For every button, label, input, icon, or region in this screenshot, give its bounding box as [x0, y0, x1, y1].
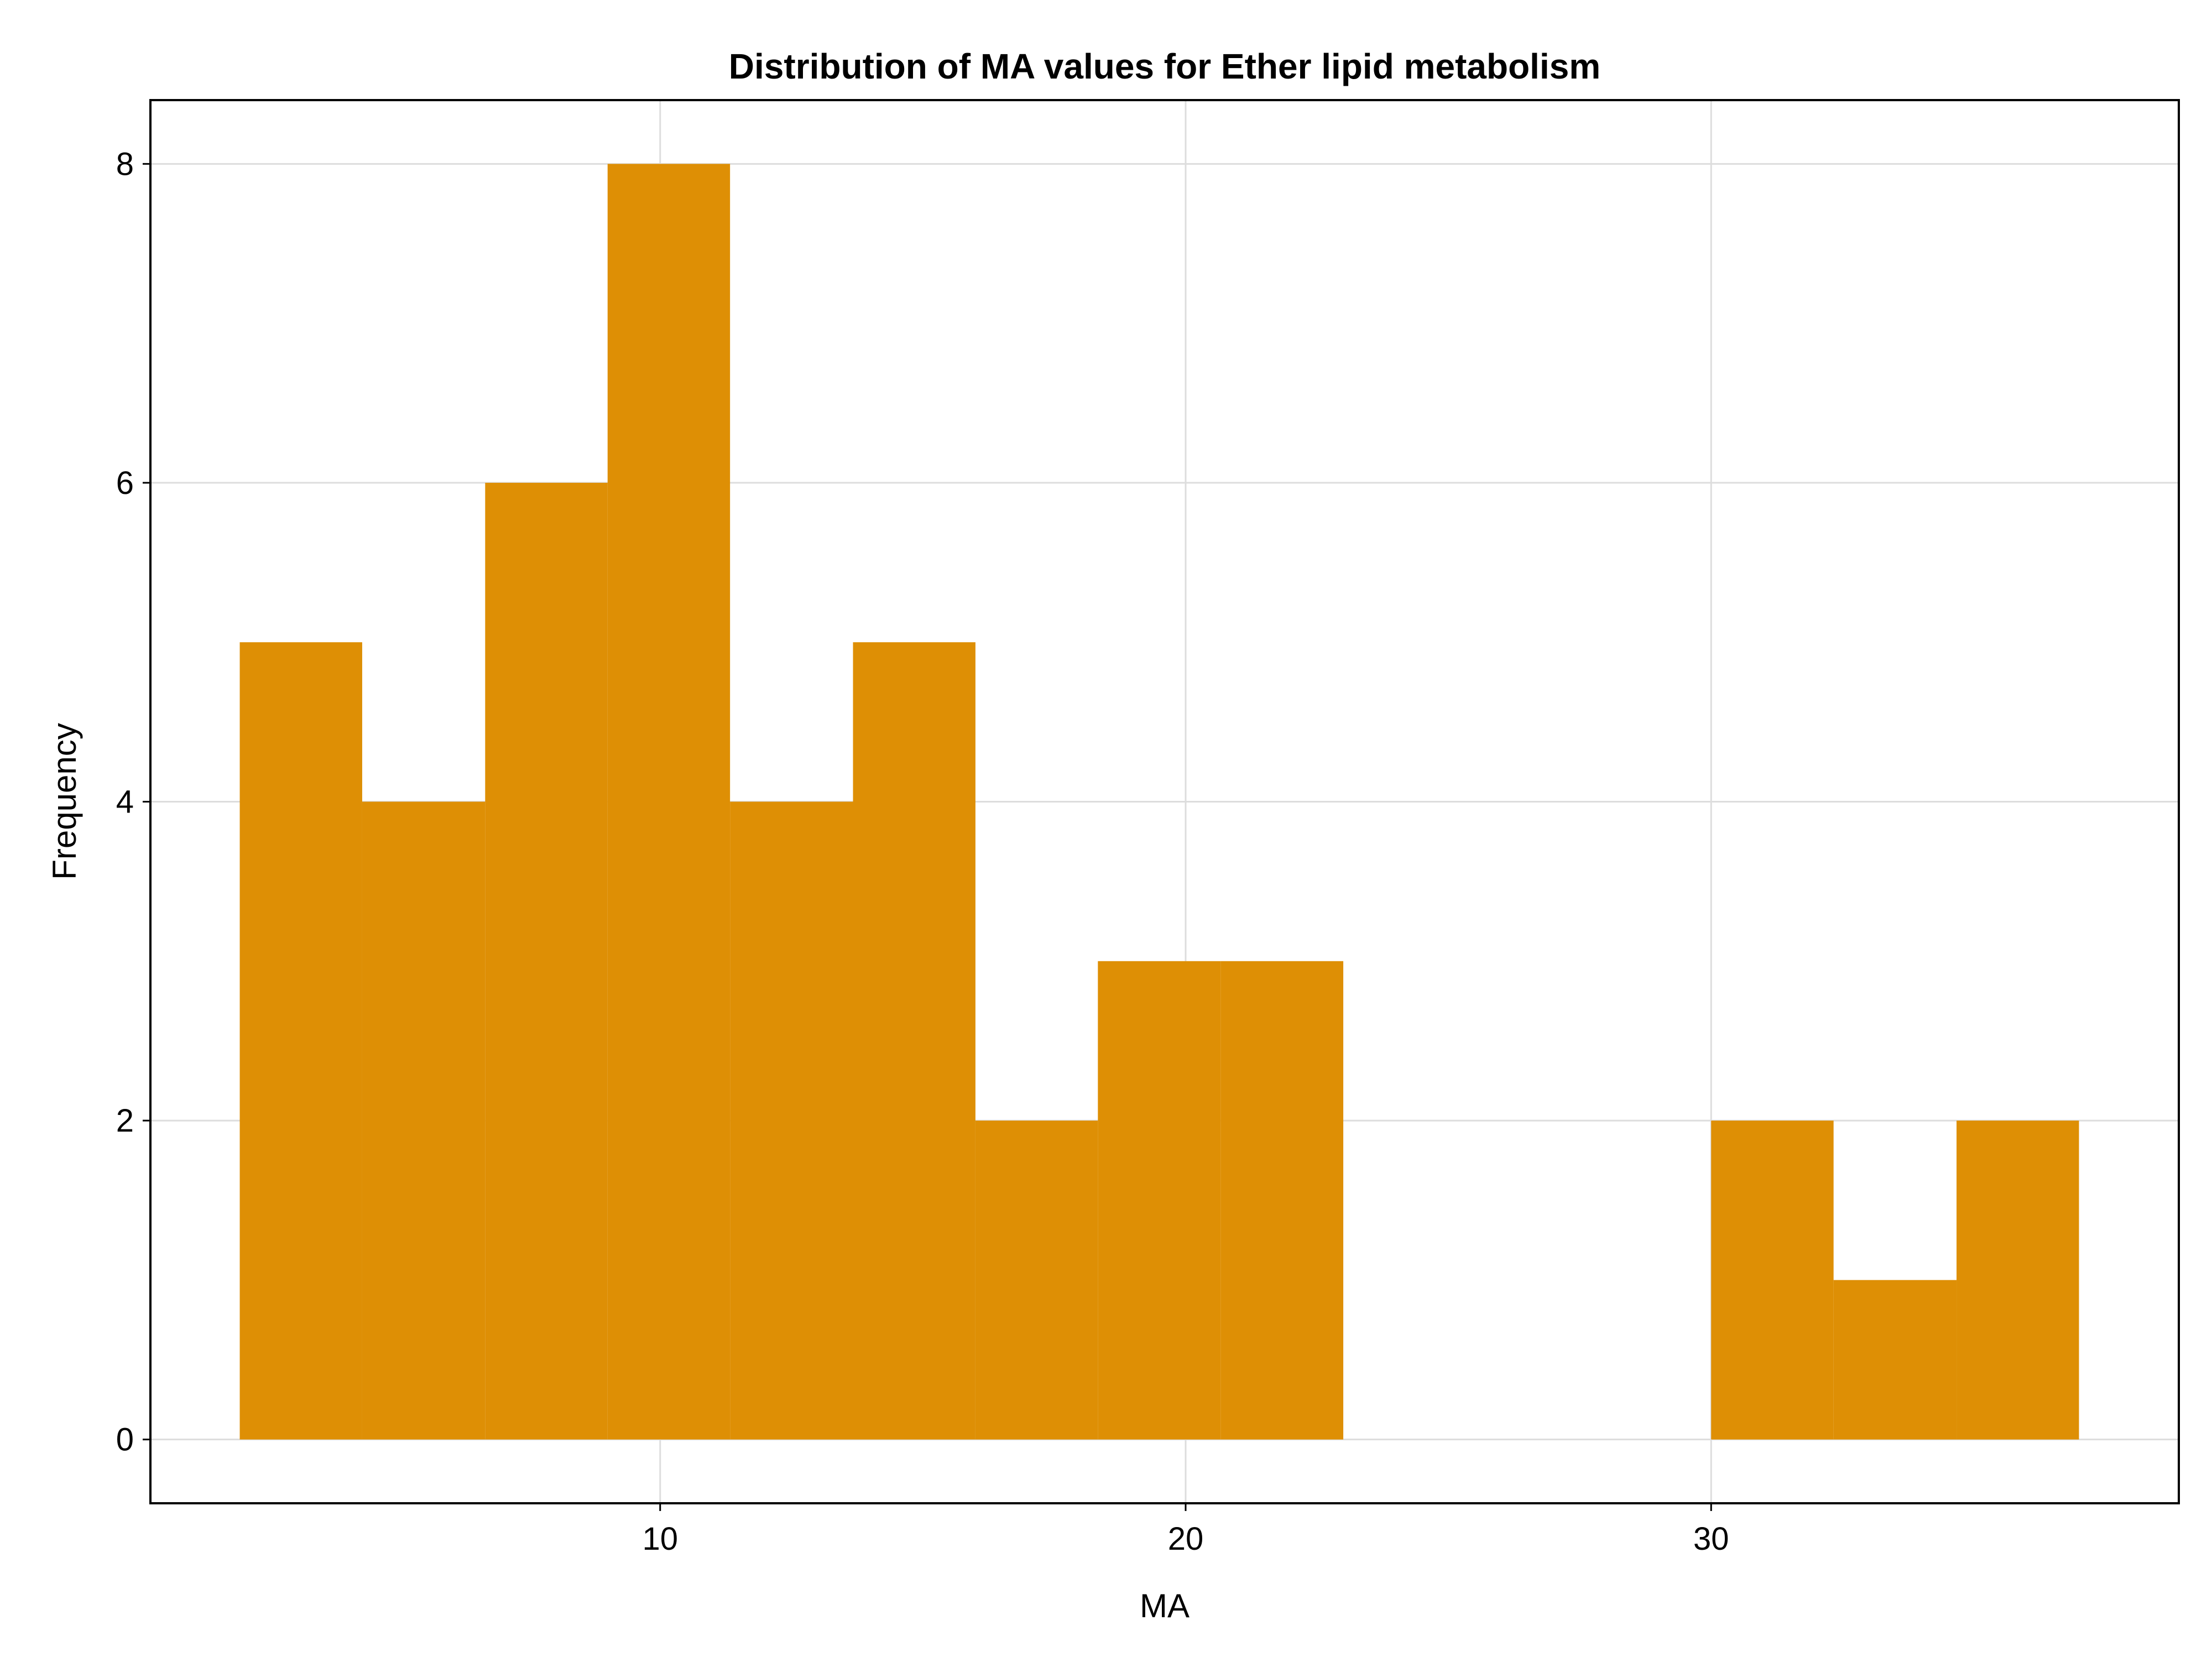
histogram-bar — [239, 642, 362, 1440]
y-tick-label: 4 — [116, 784, 134, 820]
histogram-bar — [730, 801, 853, 1440]
histogram-bar — [975, 1121, 1098, 1440]
x-tick-label: 20 — [1168, 1521, 1204, 1557]
histogram-bar — [607, 164, 731, 1440]
histogram-bar — [485, 482, 608, 1440]
x-tick-label: 30 — [1693, 1521, 1729, 1557]
histogram-bar — [362, 801, 486, 1440]
x-axis-label: MA — [1140, 1587, 1190, 1624]
x-axis-ticks: 10 20 30 — [642, 1503, 1729, 1557]
histogram-bar — [1833, 1280, 1957, 1440]
histogram-bar — [1098, 961, 1221, 1440]
x-tick-label: 10 — [642, 1521, 678, 1557]
histogram-bars — [239, 164, 2079, 1440]
histogram-bar — [853, 642, 975, 1440]
y-tick-label: 8 — [116, 146, 134, 182]
y-tick-label: 2 — [116, 1103, 134, 1139]
y-tick-label: 6 — [116, 465, 134, 501]
histogram-bar — [1711, 1121, 1834, 1440]
histogram-bar — [1957, 1121, 2079, 1440]
histogram-bar — [1220, 961, 1344, 1440]
chart-title: Distribution of MA values for Ether lipi… — [729, 46, 1600, 86]
y-axis-ticks: 0 2 4 6 8 — [116, 146, 150, 1458]
y-axis-label: Frequency — [46, 723, 83, 879]
y-tick-label: 0 — [116, 1422, 134, 1458]
